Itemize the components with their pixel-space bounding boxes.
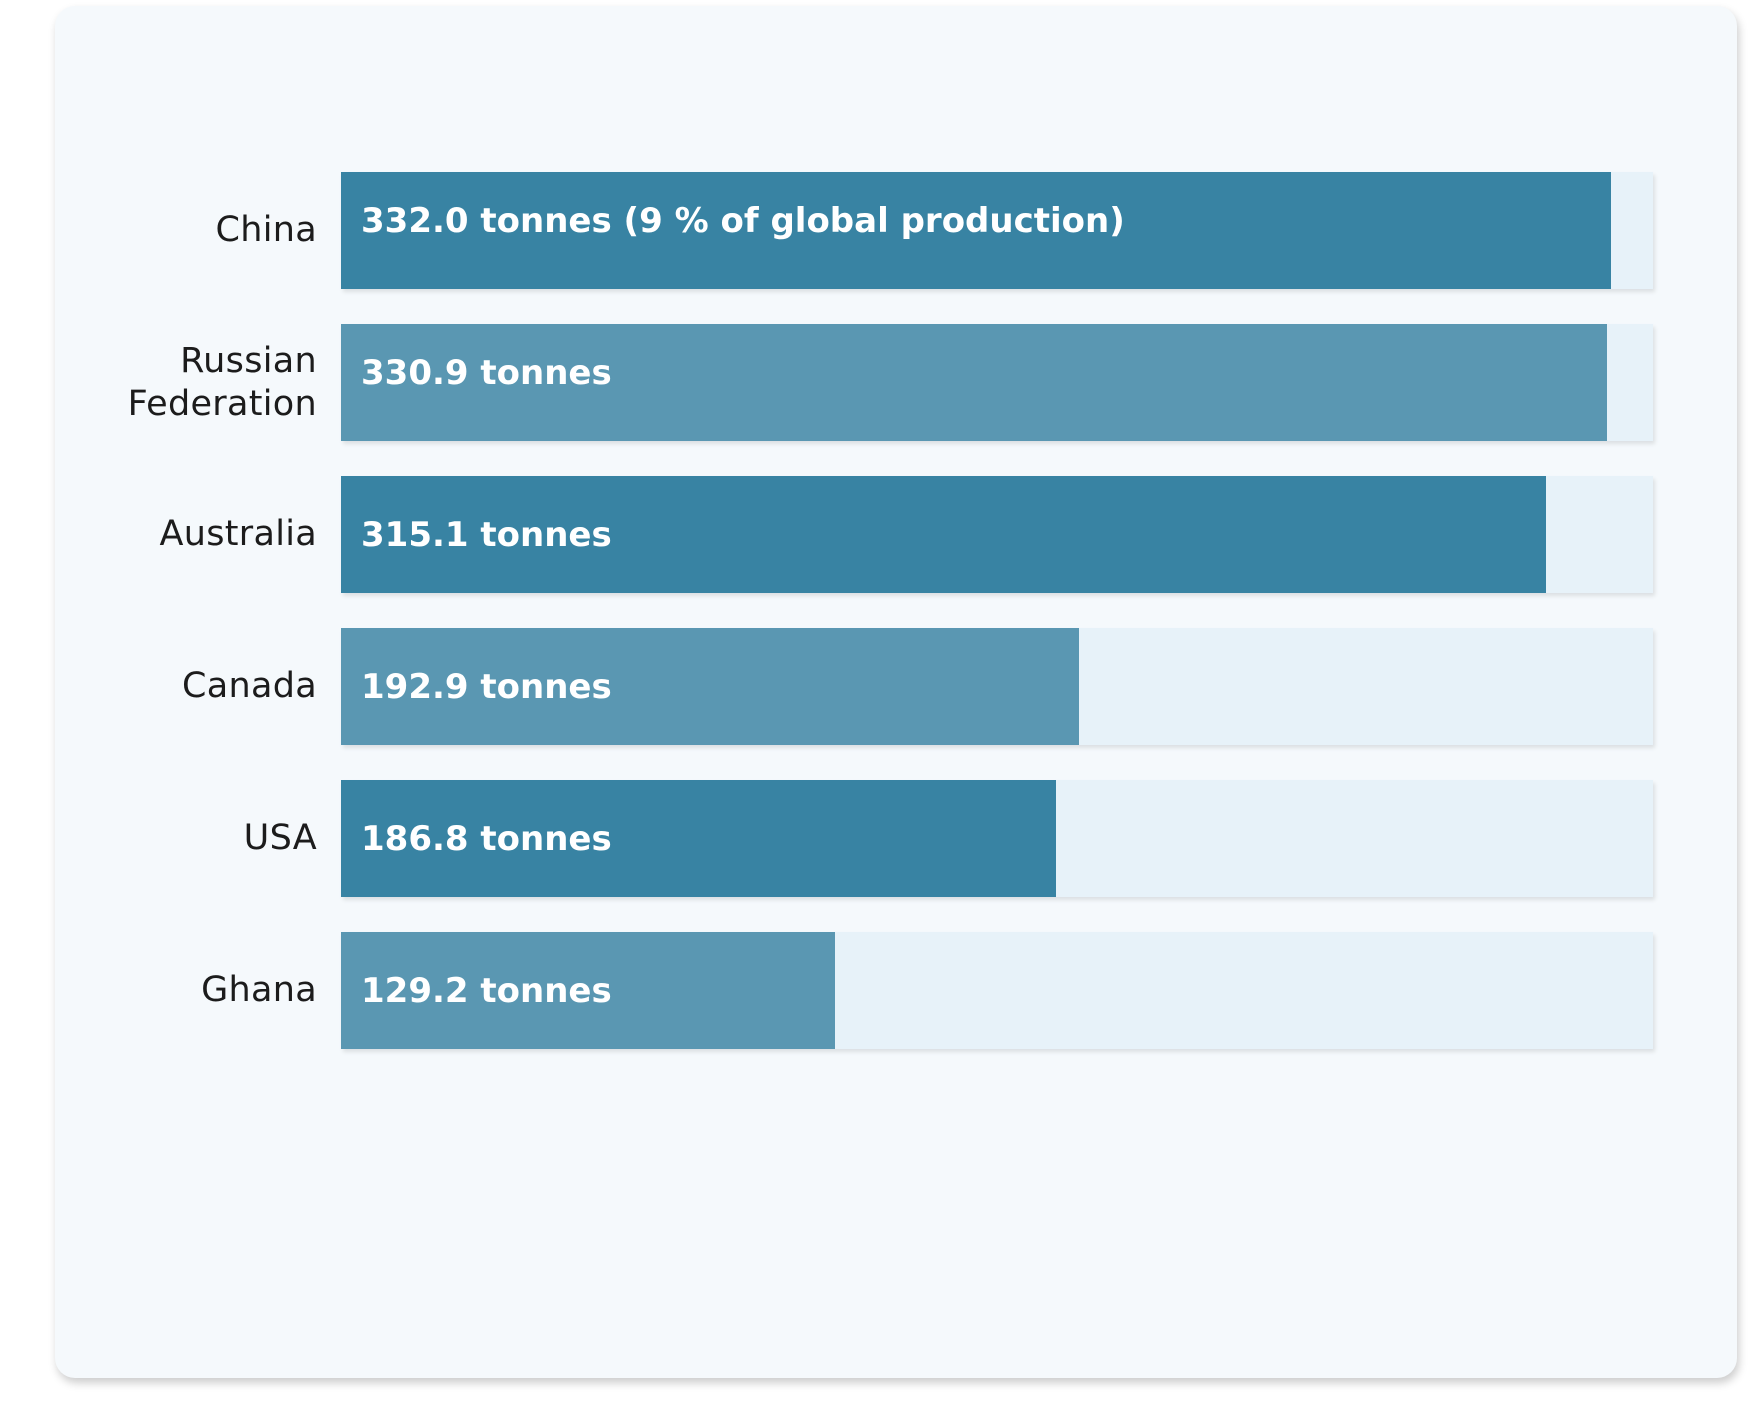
data-label: 315.1 tonnes: [361, 515, 612, 555]
bar-track: 330.9 tonnes: [341, 324, 1653, 441]
category-label: USA: [243, 818, 317, 858]
bar-track: 186.8 tonnes: [341, 780, 1653, 897]
category-label: Canada: [182, 666, 317, 706]
category-label: China: [215, 210, 317, 250]
bar-russian-federation: [341, 324, 1607, 441]
bar-chart: China 332.0 tonnes (9 % of global product…: [55, 6, 1737, 1378]
bar-usa: [341, 780, 1056, 897]
category-label: Ghana: [201, 970, 317, 1010]
bar-track: 129.2 tonnes: [341, 932, 1653, 1049]
bar-row-russian-federation: Russian Federation 330.9 tonnes: [55, 324, 1737, 441]
data-label: 330.9 tonnes: [361, 353, 612, 393]
bar-row-australia: Australia 315.1 tonnes: [55, 476, 1737, 593]
category-label: Russian Federation: [127, 341, 317, 424]
bar-row-china: China 332.0 tonnes (9 % of global product…: [55, 172, 1737, 289]
data-label: 129.2 tonnes: [361, 971, 612, 1011]
bar-row-canada: Canada 192.9 tonnes: [55, 628, 1737, 745]
bar-australia: [341, 476, 1546, 593]
bar-ghana: [341, 932, 835, 1049]
bar-track: 332.0 tonnes (9 % of global production): [341, 172, 1653, 289]
bar-row-ghana: Ghana 129.2 tonnes: [55, 932, 1737, 1049]
bar-track: 192.9 tonnes: [341, 628, 1653, 745]
bar-canada: [341, 628, 1079, 745]
bar-china: [341, 172, 1611, 289]
bar-row-usa: USA 186.8 tonnes: [55, 780, 1737, 897]
category-label: Australia: [159, 514, 317, 554]
data-label: 192.9 tonnes: [361, 667, 612, 707]
chart-card: China 332.0 tonnes (9 % of global product…: [55, 6, 1737, 1378]
data-label: 332.0 tonnes (9 % of global production): [361, 201, 1125, 241]
bar-track: 315.1 tonnes: [341, 476, 1653, 593]
data-label: 186.8 tonnes: [361, 819, 612, 859]
